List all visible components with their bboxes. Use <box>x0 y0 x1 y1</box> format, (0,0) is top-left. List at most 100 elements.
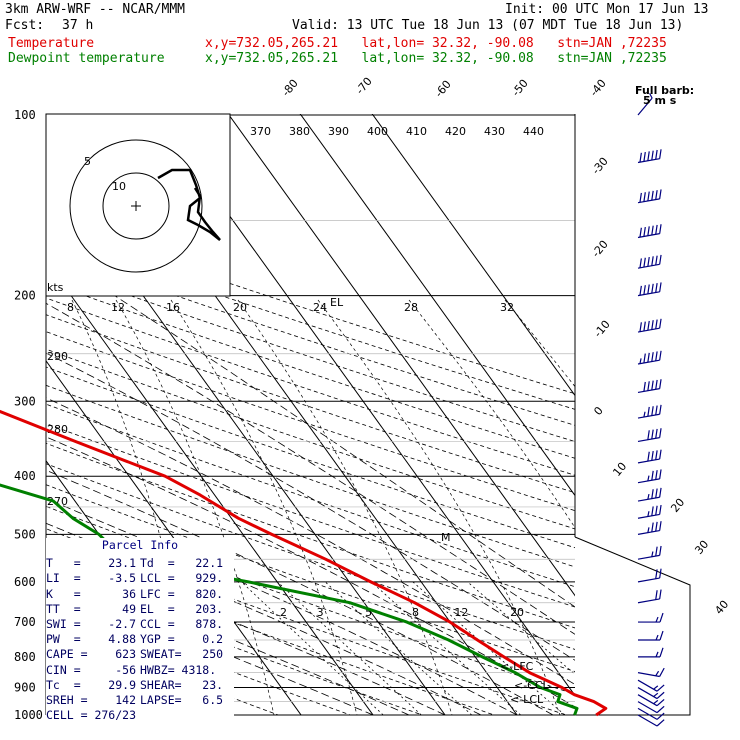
pressure-label: 100 <box>14 108 36 122</box>
parcel-info-panel: Parcel Info T = 23.1 Td = 22.1 LI = -3.5 LC… <box>46 538 234 728</box>
parcel-cell: CAPE = 623 <box>46 647 137 662</box>
pressure-label: 900 <box>14 681 36 695</box>
hodo-speed-arc <box>317 299 561 715</box>
parcel-row: SWI = -2.7 CCL = 878. <box>46 617 234 632</box>
pressure-label: 600 <box>14 575 36 589</box>
theta-label: 390 <box>328 125 349 138</box>
pressure-label: 800 <box>14 650 36 664</box>
dry-adiabat <box>46 403 575 588</box>
moist-adiabat <box>46 469 554 715</box>
wind-barb <box>637 667 665 678</box>
dry-adiabat <box>46 575 424 715</box>
mixing-ratio-line <box>241 581 384 715</box>
parcel-cell: SREH = 142 <box>46 693 137 708</box>
isotherm-line <box>299 114 575 497</box>
parcel-cell: HWBZ= 4318. <box>140 662 217 677</box>
wind-barb <box>637 701 665 714</box>
parcel-cell: T = 23.1 <box>46 556 137 571</box>
parcel-cell: TT = 49 <box>46 601 137 616</box>
mixing-ratio-label: 12 <box>454 606 468 619</box>
theta-label-left: 270 <box>47 495 68 508</box>
ccl-marker: <-CCL <box>514 679 550 692</box>
pressure-label: 700 <box>14 615 36 629</box>
valid-time: Valid: 13 UTC Tue 18 Jun 13 (07 MDT Tue … <box>292 18 684 33</box>
hodo-speed-arc <box>115 299 275 715</box>
parcel-row: LI = -3.5 LCL = 929. <box>46 571 234 586</box>
hodo-units: kts <box>47 281 64 294</box>
wind-barb <box>637 224 662 239</box>
isotherm-label: -50 <box>509 77 531 99</box>
temperature-location: x,y=732.05,265.21 lat,lon= 32.32, -90.08… <box>205 36 667 51</box>
parcel-cell: LAPSE= 6.5 <box>140 693 224 708</box>
parcel-cell: CELL = 276/23 <box>46 708 137 723</box>
hodo-speed-arc <box>504 299 575 388</box>
isotherm-label: -20 <box>589 238 611 260</box>
dry-adiabat <box>46 249 575 426</box>
temperature-legend: Temperature <box>8 36 95 51</box>
parcel-cell: K = 36 <box>46 586 137 601</box>
wind-barb <box>637 487 662 502</box>
parcel-row: CELL = 276/23 <box>46 708 234 723</box>
parcel-row: PW = 4.88 YGP = 0.2 <box>46 632 234 647</box>
isotherm-label: 20 <box>668 496 687 515</box>
mixing-ratio-label: 2 <box>280 606 287 619</box>
wind-barb <box>637 254 662 269</box>
wind-barb <box>637 545 662 560</box>
hodo-speed-label: 24 <box>313 301 327 314</box>
parcel-cell: EL = 203. <box>140 601 224 616</box>
pressure-label: 400 <box>14 469 36 483</box>
wind-barb <box>637 469 662 484</box>
wind-barb <box>637 687 665 700</box>
mixing-ratio-label: 5 <box>365 606 372 619</box>
hodo-speed-label: 20 <box>233 301 247 314</box>
parcel-cell: SWEAT= 250 <box>140 647 224 662</box>
pressure-label: 200 <box>14 289 36 303</box>
mixing-ratio-label: 3 <box>317 606 324 619</box>
parcel-cell: Td = 22.1 <box>140 556 224 571</box>
fcst-label: Fcst: <box>5 18 45 33</box>
parcel-row: T = 23.1 Td = 22.1 <box>46 556 234 571</box>
theta-label: 440 <box>523 125 544 138</box>
isotherm-label: -80 <box>279 77 301 99</box>
wind-barb <box>637 521 662 535</box>
wind-barb <box>637 449 662 464</box>
parcel-cell: LFC = 820. <box>140 586 224 601</box>
wind-barb <box>637 428 662 443</box>
wind-barb <box>637 714 665 727</box>
moist-adiabat <box>46 397 575 685</box>
isotherm-label: 0 <box>591 404 605 418</box>
parcel-cell <box>140 708 234 723</box>
wind-barb <box>637 149 662 164</box>
isotherm-labels: -80 -70 -60 -50 -40 -30 -20 -10 0 10 20 30 40 <box>279 75 731 617</box>
isotherm-label: -60 <box>432 78 454 100</box>
pressure-label: 500 <box>14 527 36 541</box>
hodograph-trace <box>157 168 221 241</box>
pressure-label: 1000 <box>14 708 43 722</box>
theta-label: 400 <box>367 125 388 138</box>
isotherm-line <box>371 114 575 397</box>
theta-label-left: 290 <box>47 350 68 363</box>
isotherm-label: 30 <box>692 538 711 557</box>
hodograph: 5 10 kts <box>45 113 231 297</box>
parcel-row: CIN = -56 HWBZ= 4318. <box>46 663 234 678</box>
mixing-ratio-lines <box>241 581 575 715</box>
wind-barb <box>637 694 665 707</box>
parcel-cell: LCL = 929. <box>140 571 224 586</box>
wind-barb <box>637 707 665 720</box>
isotherm-label: 10 <box>610 460 629 479</box>
dry-adiabat <box>46 297 575 476</box>
parcel-cell: YGP = 0.2 <box>140 632 224 647</box>
parcel-row: CAPE = 623 SWEAT= 250 <box>46 647 234 662</box>
moist-adiabat <box>46 522 482 715</box>
parcel-row: Tc = 29.9 SHEAR= 23. <box>46 678 234 693</box>
pressure-labels: 100 200 300 400 500 600 700 800 900 1000 <box>14 108 43 722</box>
m-marker: M <box>441 531 451 544</box>
mixing-ratio-label: 8 <box>412 606 419 619</box>
fcst-value: 37 h <box>62 18 94 33</box>
barb-legend: Full barb: 5 m s <box>635 84 694 107</box>
mixing-ratio-labels: 2 3 5 8 12 20 <box>280 606 524 619</box>
wind-barb <box>637 504 662 519</box>
isotherm-label: -30 <box>589 155 611 177</box>
sounding-profiles <box>0 409 608 717</box>
